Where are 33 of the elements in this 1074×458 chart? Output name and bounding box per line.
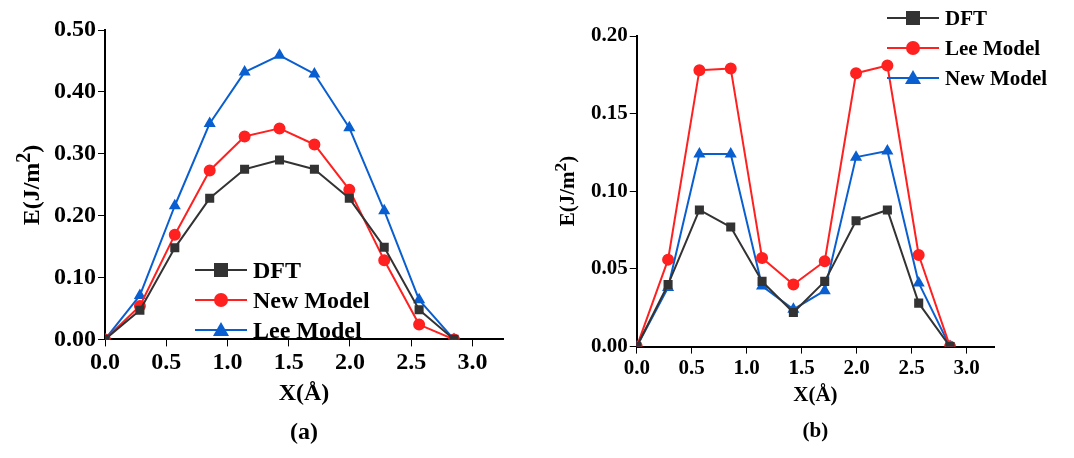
legend-label: New Model [253, 286, 370, 314]
y-tick-label: 0.10 [591, 177, 628, 202]
y-tick-label: 0.20 [591, 22, 628, 47]
y-tick-label: 0.40 [54, 77, 96, 104]
x-tick-label: 2.5 [396, 348, 427, 374]
legend-label: Lee Model [253, 316, 362, 344]
x-tick-label: 0.5 [151, 348, 182, 374]
y-tick-label: 0.15 [591, 100, 628, 125]
x-tick-label: 1.5 [273, 348, 304, 374]
text: (b) [802, 418, 829, 443]
x-tick-label: 2.0 [334, 348, 365, 374]
text: (a) [290, 418, 318, 445]
x-axis-title: X(Å) [278, 378, 330, 405]
y-tick-label: 0.50 [54, 15, 96, 42]
y-tick-label: 0.00 [54, 324, 96, 351]
x-tick-label: 0.5 [678, 354, 705, 379]
y-tick-label: 0.10 [54, 262, 96, 289]
x-tick-label: 2.0 [843, 354, 870, 379]
y-tick-label: 0.05 [591, 255, 628, 280]
legend-label: DFT [253, 256, 301, 284]
legend-label: Lee Model [945, 35, 1041, 61]
x-tick-label: 0.0 [90, 348, 120, 374]
x-tick-label: 3.0 [457, 348, 488, 374]
x-tick-label: 2.5 [898, 354, 925, 379]
x-tick-label: 1.0 [212, 348, 243, 374]
legend-label: DFT [945, 5, 987, 31]
x-axis-title: X(Å) [793, 381, 838, 406]
y-tick-label: 0.20 [54, 200, 96, 227]
x-tick-label: 3.0 [953, 354, 980, 379]
x-tick-label: 1.0 [733, 354, 760, 379]
x-tick-label: 1.5 [788, 354, 815, 379]
legend-label: New Model [945, 65, 1048, 91]
y-tick-label: 0.30 [54, 138, 96, 165]
